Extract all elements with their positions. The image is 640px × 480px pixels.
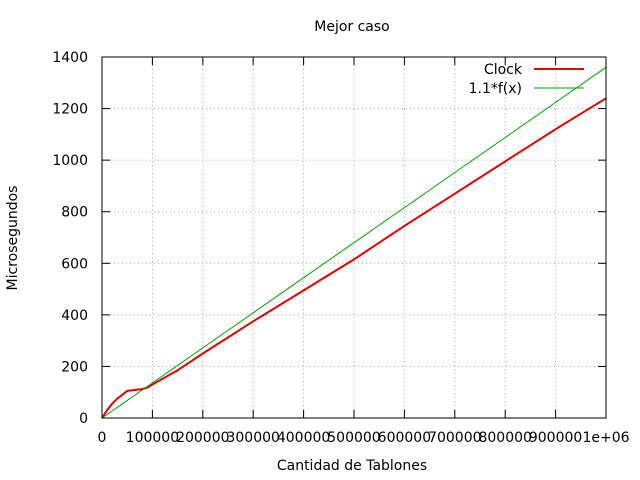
- y-tick-label: 1400: [52, 50, 88, 66]
- y-tick-label: 1200: [52, 102, 88, 118]
- x-tick-label: 0: [98, 430, 107, 446]
- y-tick-label: 200: [61, 359, 88, 375]
- y-tick-label: 1000: [52, 153, 88, 169]
- x-tick-label: 800000: [478, 430, 531, 446]
- series-line-fit: [101, 66, 607, 419]
- x-tick-label: 600000: [378, 430, 431, 446]
- x-tick-label: 1e+06: [582, 430, 629, 446]
- legend-label: Clock: [484, 62, 523, 78]
- grid: [102, 57, 606, 418]
- legend-label: 1.1*f(x): [469, 81, 522, 97]
- legend: Clock 1.1*f(x): [469, 62, 584, 97]
- x-tick-label: 300000: [226, 430, 279, 446]
- chart-title: Mejor caso: [314, 19, 390, 35]
- x-tick-label: 500000: [327, 430, 380, 446]
- y-tick-label: 800: [61, 205, 88, 221]
- series-line-clock: [101, 97, 607, 419]
- x-tick-label: 900000: [529, 430, 582, 446]
- x-tick-label: 200000: [176, 430, 229, 446]
- x-tick-label: 400000: [277, 430, 330, 446]
- x-tick-label: 700000: [428, 430, 481, 446]
- x-axis-label: Cantidad de Tablones: [277, 458, 427, 474]
- y-tick-label: 600: [61, 256, 88, 272]
- series-group: [101, 66, 607, 419]
- y-tick-label: 400: [61, 308, 88, 324]
- ticks: 0 200 400 600 800 1000 1200 1400 0 10000020000030…: [52, 50, 629, 446]
- y-axis-label: Microsegundos: [5, 186, 21, 291]
- x-tick-label: 100000: [126, 430, 179, 446]
- y-tick-label: 0: [79, 411, 88, 427]
